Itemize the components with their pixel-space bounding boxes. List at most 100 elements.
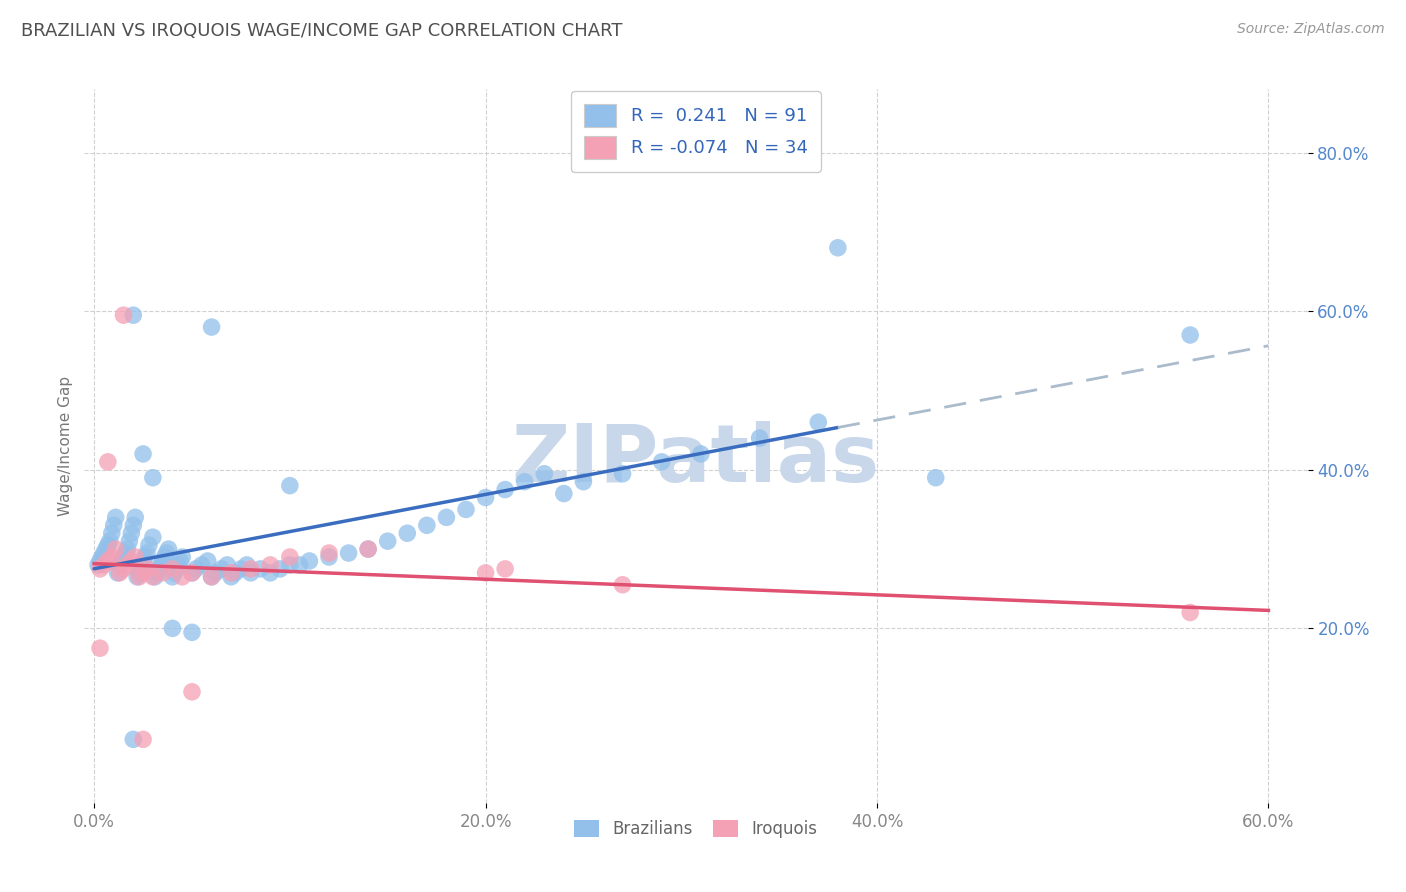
Point: [396, 526, 419, 541]
Point: [155, 546, 177, 560]
Point: [200, 570, 222, 584]
Point: [93, 546, 115, 560]
Point: [162, 570, 184, 584]
Point: [93, 558, 115, 572]
Point: [269, 562, 291, 576]
Point: [142, 530, 165, 544]
Point: [219, 566, 242, 580]
Point: [169, 554, 191, 568]
Point: [454, 502, 477, 516]
Point: [142, 471, 165, 485]
Point: [108, 566, 131, 580]
Point: [572, 475, 595, 489]
Point: [200, 320, 222, 334]
Point: [436, 510, 458, 524]
Point: [259, 566, 281, 580]
Point: [239, 566, 262, 580]
Point: [152, 566, 174, 580]
Point: [181, 566, 204, 580]
Point: [162, 621, 184, 635]
Point: [110, 554, 132, 568]
Point: [163, 566, 186, 580]
Point: [89, 554, 111, 568]
Point: [100, 526, 122, 541]
Point: [748, 431, 770, 445]
Point: [132, 554, 155, 568]
Point: [127, 570, 149, 584]
Point: [204, 566, 226, 580]
Point: [357, 542, 380, 557]
Point: [494, 483, 516, 497]
Point: [184, 562, 207, 576]
Point: [278, 549, 301, 564]
Point: [117, 542, 139, 557]
Point: [89, 562, 111, 576]
Point: [94, 542, 117, 557]
Point: [104, 510, 127, 524]
Point: [278, 478, 301, 492]
Point: [513, 475, 536, 489]
Point: [925, 471, 948, 485]
Point: [124, 549, 146, 564]
Y-axis label: Wage/Income Gap: Wage/Income Gap: [58, 376, 73, 516]
Point: [298, 554, 321, 568]
Point: [553, 486, 575, 500]
Point: [136, 546, 159, 560]
Point: [162, 562, 184, 576]
Point: [132, 566, 155, 580]
Point: [89, 641, 111, 656]
Point: [148, 562, 170, 576]
Point: [181, 625, 204, 640]
Point: [219, 570, 242, 584]
Text: BRAZILIAN VS IROQUOIS WAGE/INCOME GAP CORRELATION CHART: BRAZILIAN VS IROQUOIS WAGE/INCOME GAP CO…: [21, 22, 623, 40]
Point: [494, 562, 516, 576]
Point: [157, 542, 180, 557]
Point: [651, 455, 673, 469]
Point: [122, 732, 145, 747]
Point: [114, 546, 136, 560]
Point: [612, 467, 634, 481]
Text: ZIPatlas: ZIPatlas: [512, 421, 880, 500]
Point: [165, 562, 187, 576]
Point: [377, 534, 399, 549]
Point: [108, 558, 131, 572]
Point: [122, 518, 145, 533]
Point: [146, 566, 169, 580]
Point: [112, 549, 135, 564]
Point: [136, 562, 159, 576]
Point: [138, 538, 160, 552]
Point: [91, 549, 114, 564]
Point: [416, 518, 439, 533]
Point: [118, 534, 141, 549]
Point: [236, 558, 259, 572]
Point: [134, 549, 156, 564]
Point: [120, 526, 142, 541]
Point: [474, 491, 496, 505]
Point: [224, 566, 246, 580]
Point: [249, 562, 271, 576]
Point: [807, 415, 830, 429]
Point: [288, 558, 311, 572]
Point: [153, 549, 176, 564]
Point: [97, 538, 120, 552]
Point: [337, 546, 360, 560]
Text: Source: ZipAtlas.com: Source: ZipAtlas.com: [1237, 22, 1385, 37]
Point: [129, 558, 152, 572]
Point: [104, 542, 127, 557]
Legend: Brazilians, Iroquois: Brazilians, Iroquois: [568, 813, 824, 845]
Point: [181, 685, 204, 699]
Point: [117, 558, 139, 572]
Point: [132, 732, 155, 747]
Point: [181, 566, 204, 580]
Point: [112, 308, 135, 322]
Point: [217, 558, 239, 572]
Point: [98, 534, 121, 549]
Point: [87, 558, 110, 572]
Point: [278, 558, 301, 572]
Point: [122, 308, 145, 322]
Point: [239, 562, 262, 576]
Point: [1178, 328, 1201, 343]
Point: [97, 455, 120, 469]
Point: [107, 566, 129, 580]
Point: [143, 570, 166, 584]
